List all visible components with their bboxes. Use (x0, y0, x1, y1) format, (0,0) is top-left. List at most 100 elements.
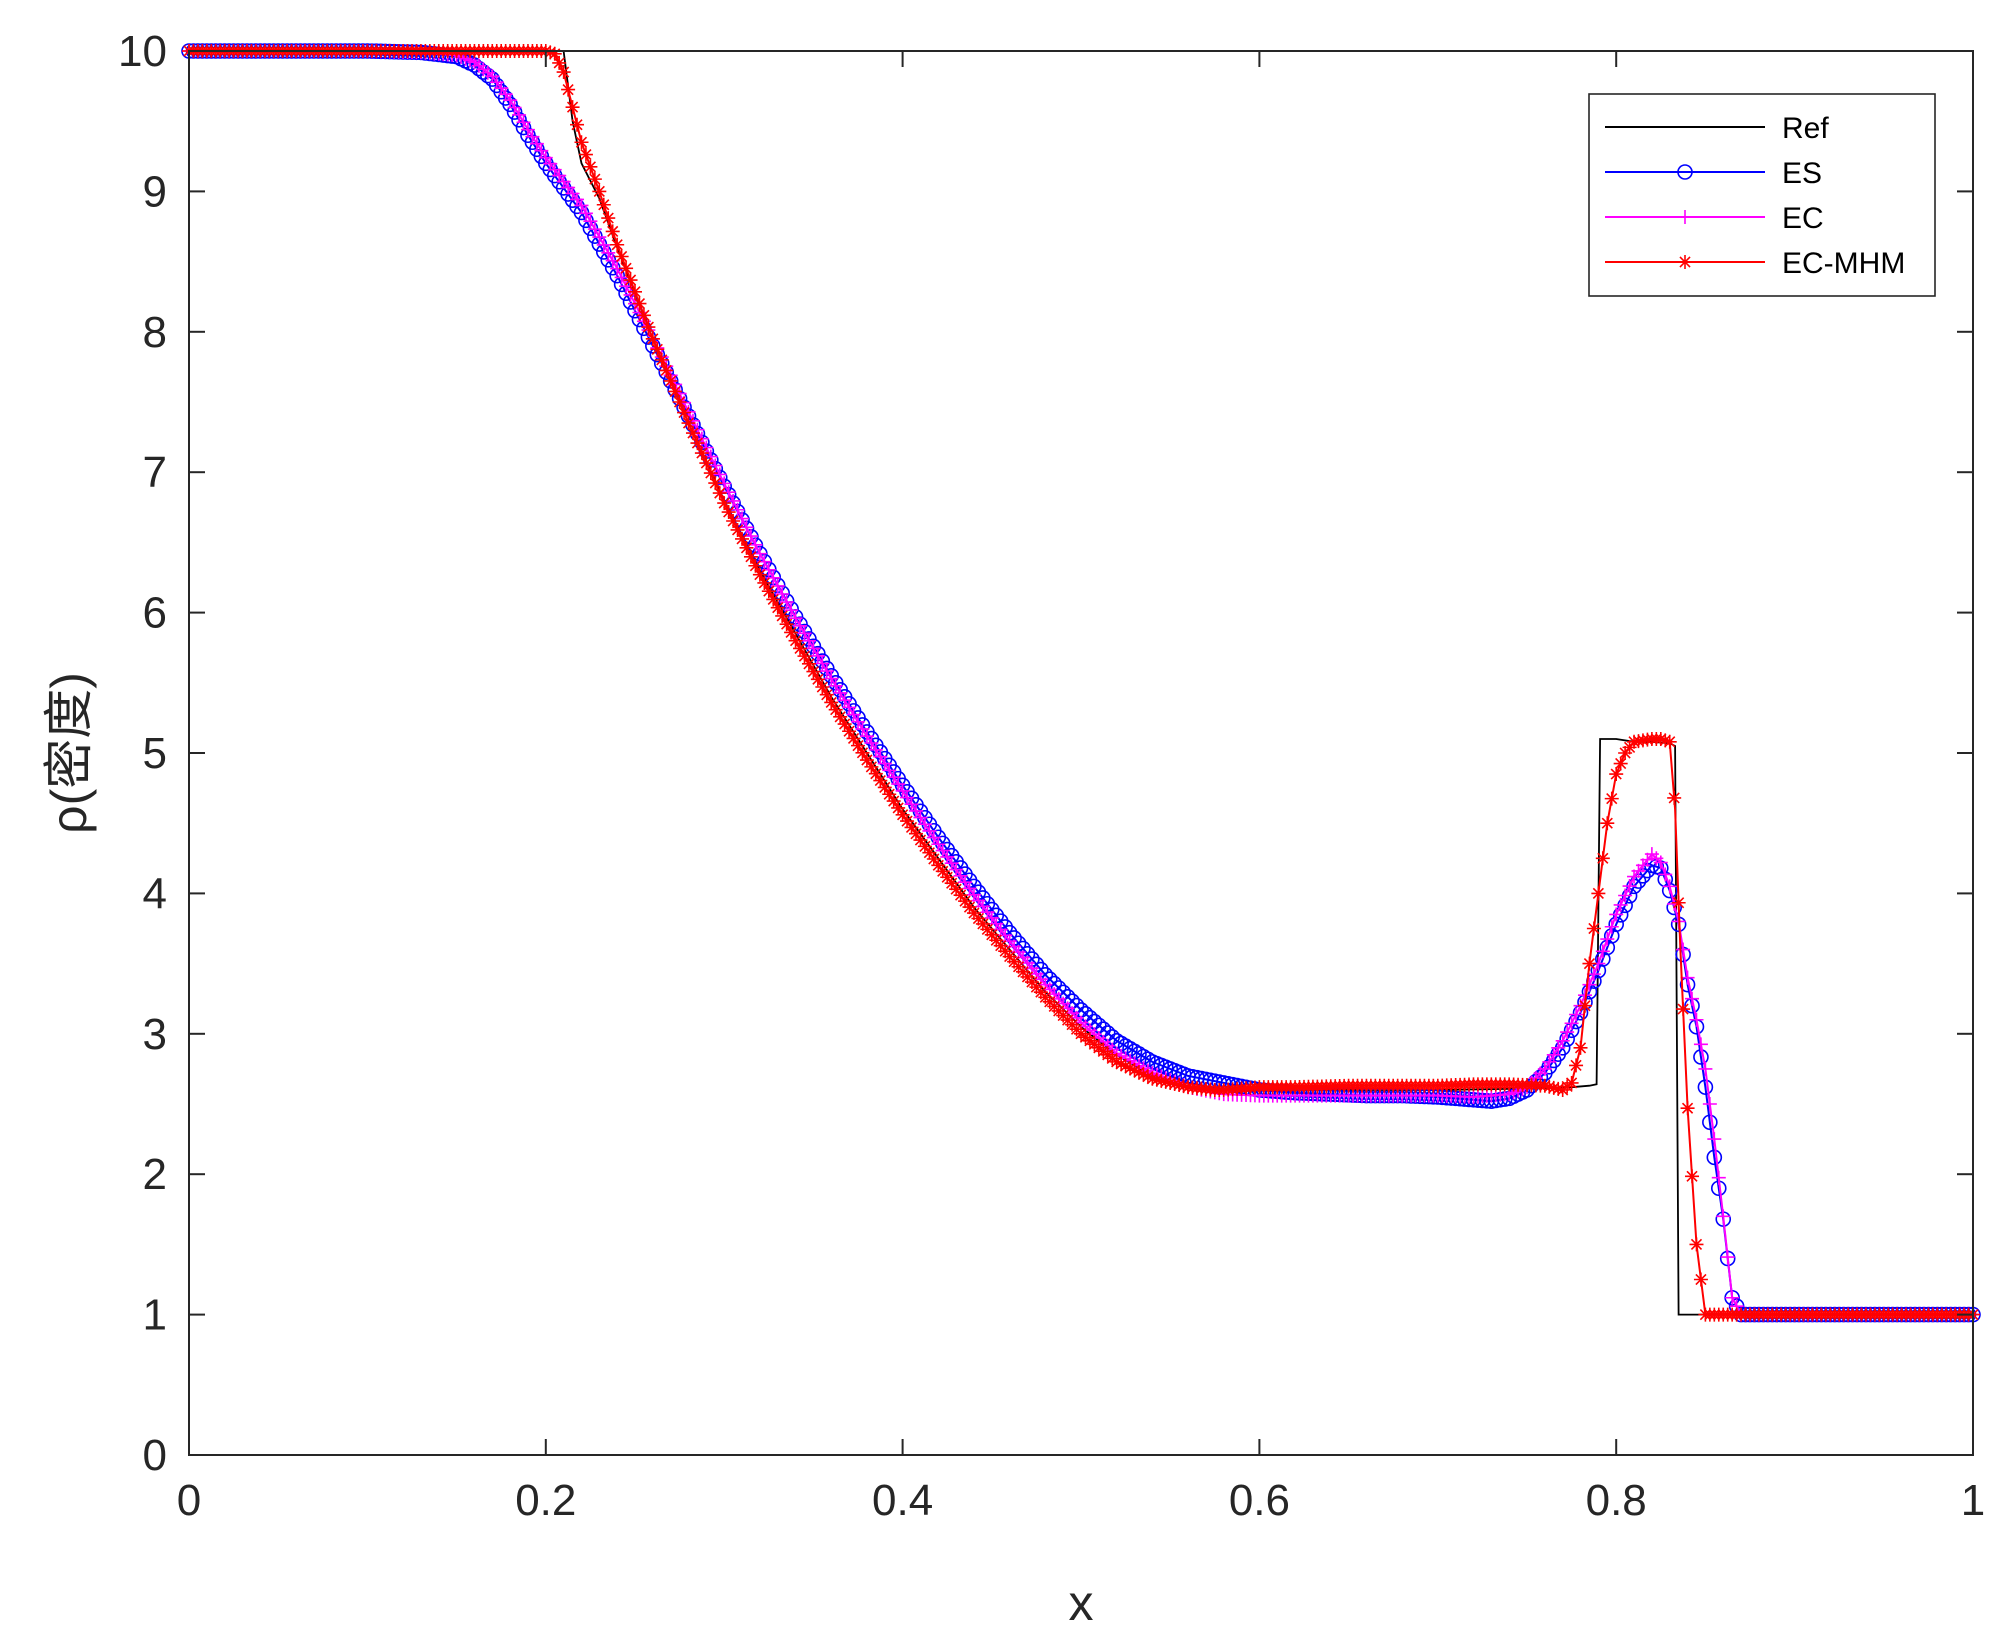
legend-item: EC-MHM (1605, 247, 1905, 280)
data-point (578, 206, 593, 221)
data-point (1172, 1078, 1187, 1093)
data-point (1716, 1209, 1731, 1224)
data-point (1154, 1073, 1169, 1088)
data-point (677, 405, 692, 420)
data-point (877, 780, 892, 795)
legend-item: ES (1605, 157, 1822, 190)
data-point (735, 511, 750, 526)
data-point (1685, 1169, 1700, 1184)
y-tick-label: 10 (118, 27, 167, 76)
legend-marker (1677, 164, 1693, 180)
data-point (570, 117, 585, 132)
data-point (944, 876, 959, 891)
x-axis-title: x (1069, 1575, 1094, 1631)
data-point (1542, 1054, 1557, 1069)
data-point (864, 759, 879, 774)
data-point (846, 707, 861, 722)
data-point (873, 773, 888, 788)
data-point (855, 745, 870, 760)
data-point (1653, 855, 1668, 870)
data-point (1604, 791, 1619, 806)
data-point (596, 197, 611, 212)
data-point (1604, 919, 1619, 934)
data-point (891, 800, 906, 815)
data-point (610, 237, 625, 252)
data-point (1658, 867, 1673, 882)
data-point (574, 135, 589, 150)
data-point (748, 558, 763, 573)
data-point (797, 626, 812, 641)
data-point (668, 384, 683, 399)
data-point (1618, 746, 1633, 760)
data-point (708, 476, 723, 491)
data-point (1114, 1056, 1129, 1071)
data-point (587, 222, 602, 237)
data-point (587, 172, 602, 187)
data-point (926, 852, 941, 867)
data-point (1555, 1033, 1570, 1048)
data-point (601, 245, 616, 260)
data-point (534, 143, 549, 158)
data-point (958, 894, 973, 909)
data-point (681, 416, 696, 431)
data-point (895, 807, 910, 822)
data-point (770, 600, 785, 615)
data-point (596, 237, 611, 252)
data-point (1622, 879, 1637, 894)
data-point (935, 864, 950, 879)
data-point (1149, 1072, 1164, 1087)
legend: Ref ES EC EC-MHM (1588, 93, 1936, 297)
data-point (859, 753, 874, 768)
y-axis-title: ρ(密度) (41, 672, 97, 834)
data-point (743, 529, 758, 544)
data-point (1609, 907, 1624, 922)
data-point (1667, 790, 1682, 805)
legend-label: EC (1782, 202, 1824, 235)
data-point (806, 664, 821, 679)
data-point (828, 678, 843, 693)
data-point (953, 888, 968, 903)
legend-marker (1678, 210, 1692, 224)
data-point (659, 363, 674, 378)
x-tick-label: 0.6 (1229, 1476, 1290, 1525)
data-point (1707, 1132, 1722, 1147)
data-point (1600, 932, 1615, 947)
data-point (1622, 740, 1637, 755)
x-tick-label: 1 (1961, 1476, 1985, 1525)
data-point (761, 584, 776, 599)
data-point (690, 436, 705, 451)
data-point (721, 485, 736, 500)
data-point (556, 65, 571, 80)
data-point (851, 738, 865, 753)
y-tick-label: 3 (143, 1010, 167, 1059)
y-tick-label: 0 (143, 1431, 167, 1480)
data-point (726, 493, 741, 508)
data-point (851, 714, 865, 729)
data-point (806, 641, 821, 656)
data-point (565, 100, 580, 115)
data-point (619, 261, 634, 276)
data-point (628, 284, 642, 299)
y-tick-label: 6 (143, 589, 167, 638)
legend-label: EC-MHM (1782, 247, 1905, 280)
data-point (654, 352, 669, 367)
data-point (793, 641, 808, 656)
data-point (735, 531, 750, 546)
data-point (601, 211, 616, 226)
data-point (1653, 731, 1668, 746)
data-point (784, 603, 799, 618)
data-point (1618, 888, 1633, 903)
data-point (614, 249, 629, 264)
data-point (1167, 1076, 1182, 1091)
data-point (793, 618, 808, 633)
data-point (1720, 1250, 1735, 1265)
data-point (949, 882, 964, 897)
data-point (917, 839, 932, 854)
data-point (1595, 851, 1610, 866)
data-point (900, 814, 915, 829)
data-point (775, 608, 790, 623)
data-point (503, 93, 518, 108)
data-point (1693, 1272, 1708, 1287)
data-point (1676, 942, 1691, 957)
data-point (672, 395, 687, 409)
